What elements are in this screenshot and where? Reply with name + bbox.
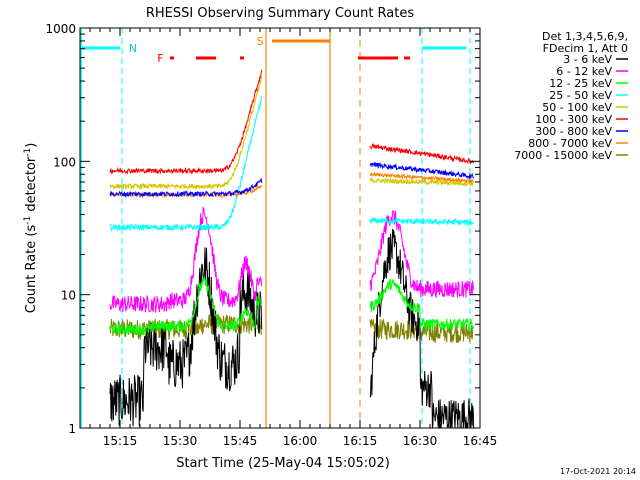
legend-header: FDecim 1, Att 0 [543, 42, 628, 55]
series-line-6 [109, 69, 263, 176]
x-tick-label: 16:15 [343, 434, 378, 448]
series-line-2 [369, 209, 475, 298]
saa-flag-label: S [257, 35, 264, 48]
x-axis-label: Start Time (25-May-04 15:05:02) [176, 456, 390, 471]
series-line-9 [369, 318, 475, 343]
legend-entry-label: 12 - 25 keV [549, 77, 612, 90]
x-tick-label: 16:30 [403, 434, 438, 448]
series-line-3 [109, 276, 263, 336]
legend-header: Det 1,3,4,5,6,9, [542, 30, 628, 43]
legend-entry-label: 25 - 50 keV [549, 89, 612, 102]
ticks-layer: 15:15 15:30 15:45 16:00 16:15 16:30 16:45 1 10 10… [45, 22, 497, 448]
legend-entry-label: 3 - 6 keV [563, 53, 612, 66]
y-axis-label-sup2: -1 [23, 148, 33, 157]
series-line-2 [109, 205, 263, 313]
x-tick-label: 15:45 [223, 434, 258, 448]
y-tick-label: 1 [68, 422, 76, 436]
legend-entry-label: 800 - 7000 keV [528, 137, 612, 150]
y-axis-label-mid: detector [24, 156, 39, 216]
series-line-7 [369, 162, 475, 180]
legend-entry-label: 100 - 300 keV [535, 113, 612, 126]
legend-entry-label: 6 - 12 keV [556, 65, 612, 78]
series-line-6 [369, 142, 475, 165]
legend-entry-label: 300 - 800 keV [535, 125, 612, 138]
footer-date: 17-Oct-2021 20:14 [560, 467, 636, 476]
series-line-1 [109, 247, 263, 427]
legend: Det 1,3,4,5,6,9,FDecim 1, Att 03 - 6 keV… [514, 30, 628, 162]
y-tick-label: 1000 [45, 22, 76, 36]
y-tick-label: 100 [53, 155, 76, 169]
chart-title: RHESSI Observing Summary Count Rates [146, 6, 415, 21]
y-axis-label-end: ) [24, 143, 39, 148]
y-tick-label: 10 [61, 289, 76, 303]
series-line-1 [369, 228, 475, 429]
flags-layer: N S F [82, 35, 466, 65]
legend-entry-label: 50 - 100 keV [542, 101, 612, 114]
series-line-7 [109, 177, 263, 199]
x-tick-label: 16:45 [463, 434, 498, 448]
series-line-4 [369, 217, 475, 227]
night-flag-label: N [129, 42, 137, 55]
series-line-4 [109, 96, 263, 232]
legend-entry-label: 7000 - 15000 keV [514, 149, 612, 162]
x-tick-label: 15:15 [103, 434, 138, 448]
y-axis-label-sup1: -1 [23, 216, 33, 225]
series-line-5 [109, 75, 263, 191]
y-axis-label: Count Rate (s-1 detector-1) [23, 143, 39, 314]
y-axis-label-main: Count Rate (s [24, 225, 39, 314]
series-line-8 [369, 170, 475, 185]
series-line-3 [369, 279, 475, 332]
x-tick-label: 16:00 [283, 434, 318, 448]
flare-flag-label: F [157, 52, 163, 65]
x-tick-label: 15:30 [163, 434, 198, 448]
series-layer [109, 69, 475, 429]
